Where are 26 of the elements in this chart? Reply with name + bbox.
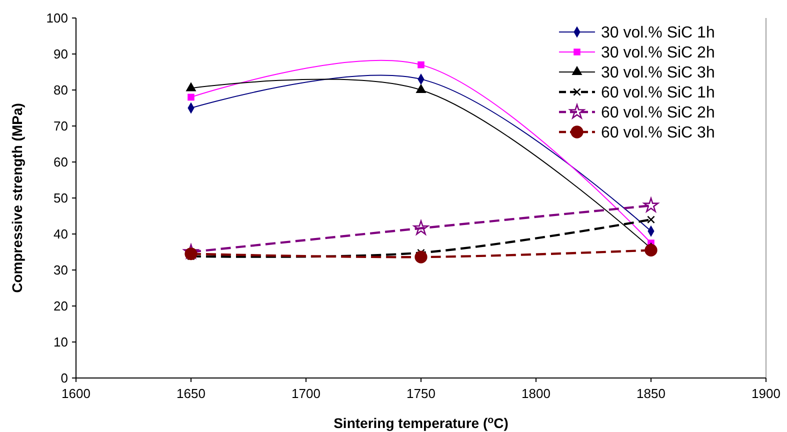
x-tick-label: 1600 xyxy=(62,386,90,401)
y-tick-label: 10 xyxy=(54,334,68,350)
y-tick-label: 60 xyxy=(54,154,68,170)
x-tick-label: 1800 xyxy=(522,386,550,401)
y-axis-title: Compressive strength (MPa) xyxy=(9,103,25,293)
y-tick-label: 0 xyxy=(60,370,68,386)
y-tick-label: 40 xyxy=(54,226,68,242)
y-tick-label: 50 xyxy=(54,190,68,206)
x-tick-label: 1850 xyxy=(636,386,666,401)
y-tick-label: 80 xyxy=(54,82,68,98)
x-axis-title: Sintering temperature ($^{o}$C) xyxy=(334,414,508,431)
y-tick-label: 90 xyxy=(54,46,68,62)
legend-label: 60 vol.% SiC 1h xyxy=(601,84,715,102)
legend-label: 30 vol.% SiC 1h xyxy=(601,24,715,42)
x-tick-label: 1700 xyxy=(292,386,320,401)
legend-label: 60 vol.% SiC 3h xyxy=(601,124,715,142)
legend-label: 30 vol.% SiC 3h xyxy=(601,64,715,82)
legend-label: 60 vol.% SiC 2h xyxy=(601,104,715,122)
legend-label: 30 vol.% SiC 2h xyxy=(601,44,715,62)
y-tick-label: 70 xyxy=(54,118,68,134)
x-tick-label: 1900 xyxy=(752,386,780,401)
x-tick-label: 1750 xyxy=(406,386,436,401)
y-tick-label: 20 xyxy=(54,298,68,314)
x-tick-label: 1650 xyxy=(176,386,206,401)
y-tick-label: 100 xyxy=(46,10,68,26)
y-tick-label: 30 xyxy=(54,262,68,278)
